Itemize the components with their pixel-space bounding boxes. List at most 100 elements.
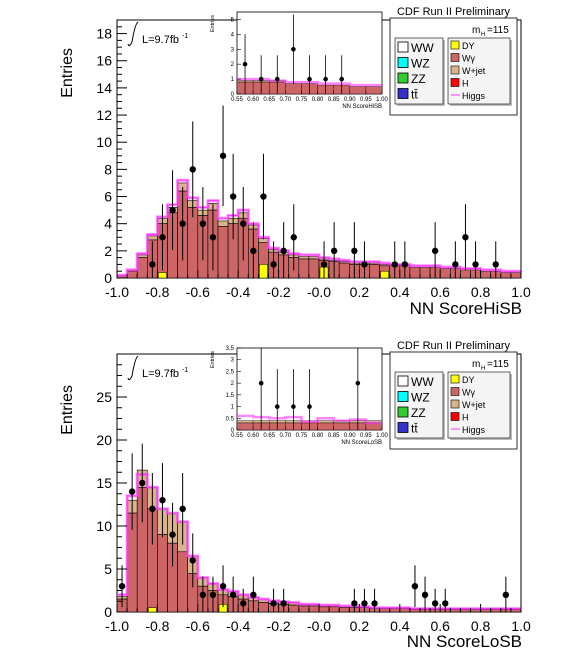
x-tick-label: -0.6	[186, 284, 210, 300]
inset-y-tick-label: 0.5	[226, 416, 235, 422]
inset-x-tick-label: 1.00	[376, 433, 388, 439]
inset-bar-wjet	[317, 420, 334, 424]
inset-x-tick-label: 0.85	[328, 97, 340, 103]
inset-x-tick-label: 0.95	[360, 433, 372, 439]
bar-wgamma	[126, 270, 138, 279]
data-point	[502, 591, 510, 598]
panel-losb: -1.0 -0.8 -0.6 -0.4 -0.2 -0.0 0.2 0.4 0.6 0.8 1.00…	[59, 340, 531, 651]
legend-swatch-h	[450, 78, 460, 87]
data-point	[431, 247, 439, 255]
data-point	[229, 591, 237, 598]
bar-wjet	[136, 254, 148, 258]
inset-plot: 0.55 0.60 0.65 0.70 0.75 0.80 0.85 0.90 0.95 1.00…	[210, 346, 388, 446]
data-point	[169, 206, 176, 214]
data-point	[250, 591, 257, 598]
bar-wgamma	[187, 207, 199, 279]
legend-label-wjet: W+jet	[462, 400, 486, 410]
data-point	[270, 261, 277, 268]
data-point	[219, 152, 227, 159]
legend-label-dy: DY	[462, 375, 475, 385]
inset-x-tick-label: 0.70	[279, 97, 291, 103]
data-point	[351, 247, 358, 255]
legend-swatch-tt	[397, 422, 409, 433]
data-point	[159, 234, 166, 241]
data-point	[199, 591, 207, 598]
data-point	[431, 600, 439, 607]
data-point	[270, 600, 277, 607]
y-tick-label: 12	[96, 107, 112, 123]
data-point	[240, 220, 247, 227]
bar-wgamma	[288, 604, 300, 613]
x-tick-label: -0.2	[267, 618, 291, 634]
inset-data-point	[307, 404, 312, 409]
legend-label-h: H	[462, 413, 469, 423]
data-point	[361, 600, 368, 607]
lumi-label: L=9.7fb	[142, 34, 179, 46]
data-point	[240, 600, 247, 607]
data-point	[351, 600, 358, 607]
legend-swatch-wz	[397, 57, 409, 68]
bar-wgamma	[338, 607, 350, 613]
data-point	[179, 505, 186, 512]
data-point	[189, 557, 196, 564]
x-tick-label: 0.8	[471, 618, 491, 634]
inset-y-tick-label: 5	[231, 17, 235, 23]
inset-plot: 0.55 0.60 0.65 0.70 0.75 0.80 0.85 0.90 0.95 1.00…	[210, 11, 388, 110]
mass-label: m	[472, 359, 480, 370]
bar-wgamma	[308, 258, 320, 279]
data-point	[118, 583, 126, 590]
mass-sub: H	[481, 32, 485, 38]
y-tick-label: 10	[96, 134, 112, 150]
bar-wgamma	[258, 602, 269, 613]
inset-bar-wgamma	[349, 86, 367, 95]
y-tick-label: 5	[104, 561, 112, 577]
inset-x-tick-label: 0.65	[263, 97, 275, 103]
bar-wgamma	[308, 605, 320, 613]
inset-x-tick-label: 0.55	[231, 433, 243, 439]
mass-label: m	[472, 25, 480, 36]
x-tick-label: -0.4	[226, 618, 250, 634]
panel-hisb: -1.0 -0.8 -0.6 -0.4 -0.2 -0.0 0.2 0.4 0.6 0.8 1.00…	[59, 6, 531, 318]
experiment-label: CDF Run II Preliminary	[397, 340, 511, 352]
data-point	[472, 261, 479, 268]
y-tick-label: 20	[96, 432, 112, 448]
x-tick-label: -0.0	[307, 284, 331, 300]
legend-label-higgs: Higgs	[462, 425, 486, 435]
mass-sub: H	[481, 366, 485, 372]
y-axis-title: Entries	[59, 385, 76, 435]
inset-bar-wgamma	[317, 422, 334, 431]
x-tick-label: 0.4	[390, 284, 410, 300]
legend-label-h: H	[462, 79, 469, 89]
bar-wgamma	[177, 551, 189, 613]
legend-label-ww: WW	[411, 375, 434, 389]
legend-swatch-ww	[397, 375, 409, 387]
data-point	[371, 600, 378, 607]
bar-wgamma	[480, 270, 492, 279]
inset-x-tick-label: 0.65	[263, 433, 275, 439]
x-axis-title: NN ScoreLoSB	[407, 632, 522, 651]
inset-x-tick-label: 0.75	[296, 97, 308, 103]
x-tick-label: -0.0	[307, 618, 331, 634]
bar-wgamma	[217, 226, 229, 279]
lumi-sup: -1	[182, 367, 188, 374]
y-tick-label: 10	[96, 518, 112, 534]
bar-dy	[148, 607, 157, 613]
data-point	[411, 583, 419, 590]
data-point	[149, 505, 156, 512]
data-point	[139, 479, 146, 487]
bar-wjet	[308, 255, 320, 260]
inset-y-tick-label: 3	[231, 47, 235, 53]
data-point	[361, 261, 368, 268]
legend-swatch-zz	[397, 406, 409, 418]
x-tick-label: -0.8	[145, 618, 169, 634]
x-axis-title: NN ScoreHiSB	[410, 299, 522, 318]
data-point	[199, 220, 207, 227]
data-point	[169, 531, 176, 538]
inset-y-tick-label: 2	[231, 62, 235, 68]
legend-label-dy: DY	[462, 41, 475, 51]
inset-x-tick-label: 0.60	[247, 97, 259, 103]
inset-x-tick-label: 0.85	[328, 433, 340, 439]
data-point	[189, 166, 196, 173]
inset-bar-wjet	[236, 420, 254, 424]
